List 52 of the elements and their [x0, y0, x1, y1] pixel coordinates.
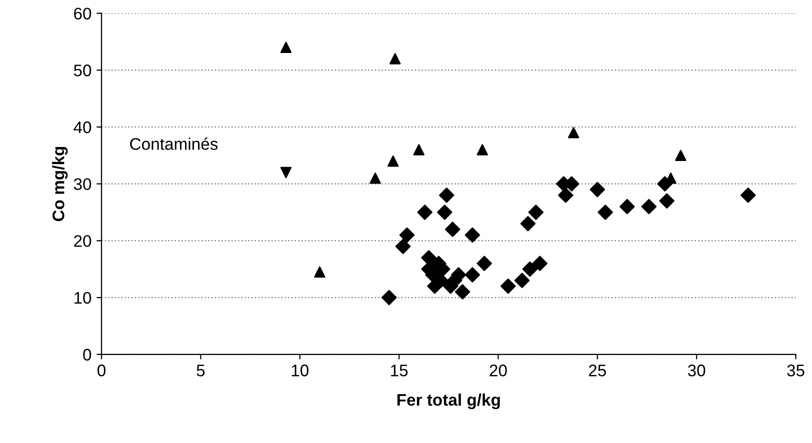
y-tick-label: 50 — [74, 64, 92, 76]
y-tick-label: 40 — [74, 121, 92, 134]
point — [590, 182, 606, 198]
point — [454, 284, 470, 300]
point — [389, 53, 401, 64]
point — [387, 156, 399, 167]
point — [437, 204, 452, 220]
point — [620, 198, 635, 214]
point — [399, 227, 415, 243]
point — [417, 204, 432, 220]
x-tick-label: 25 — [588, 364, 606, 376]
point — [514, 272, 530, 288]
point — [675, 150, 686, 162]
y-axis-title: Co mg/kg — [52, 146, 68, 222]
point — [558, 188, 574, 203]
x-tick-label: 20 — [490, 364, 507, 376]
x-tick-label: 15 — [391, 364, 408, 376]
point — [280, 42, 292, 54]
point — [740, 188, 756, 203]
x-axis-title: Fer total g/kg — [397, 394, 500, 410]
point — [641, 198, 657, 214]
point — [314, 266, 326, 278]
point — [659, 193, 674, 209]
annotation: Contaminés — [130, 137, 218, 150]
point — [520, 216, 536, 232]
x-tick-label: 35 — [787, 364, 804, 376]
point — [280, 166, 292, 178]
x-tick-label: 0 — [98, 364, 106, 376]
y-tick-label: 0 — [83, 348, 92, 361]
point — [500, 278, 516, 294]
point — [381, 290, 397, 306]
point — [464, 267, 480, 282]
point — [532, 256, 548, 272]
point — [444, 222, 460, 237]
x-tick-label: 30 — [688, 364, 706, 376]
y-tick-label: 60 — [74, 8, 92, 20]
point — [413, 144, 424, 156]
y-tick-label: 20 — [74, 235, 92, 247]
point — [439, 188, 454, 203]
y-tick-label: 10 — [74, 292, 92, 304]
point — [370, 172, 381, 184]
y-tick-label: 30 — [74, 178, 92, 190]
point — [476, 256, 492, 272]
point — [598, 204, 613, 220]
point — [476, 144, 488, 156]
x-tick-label: 5 — [196, 364, 205, 376]
point — [528, 204, 544, 220]
point — [395, 238, 411, 254]
point — [568, 127, 580, 138]
x-tick-label: 10 — [292, 364, 308, 376]
point — [464, 227, 480, 243]
point — [522, 261, 538, 277]
